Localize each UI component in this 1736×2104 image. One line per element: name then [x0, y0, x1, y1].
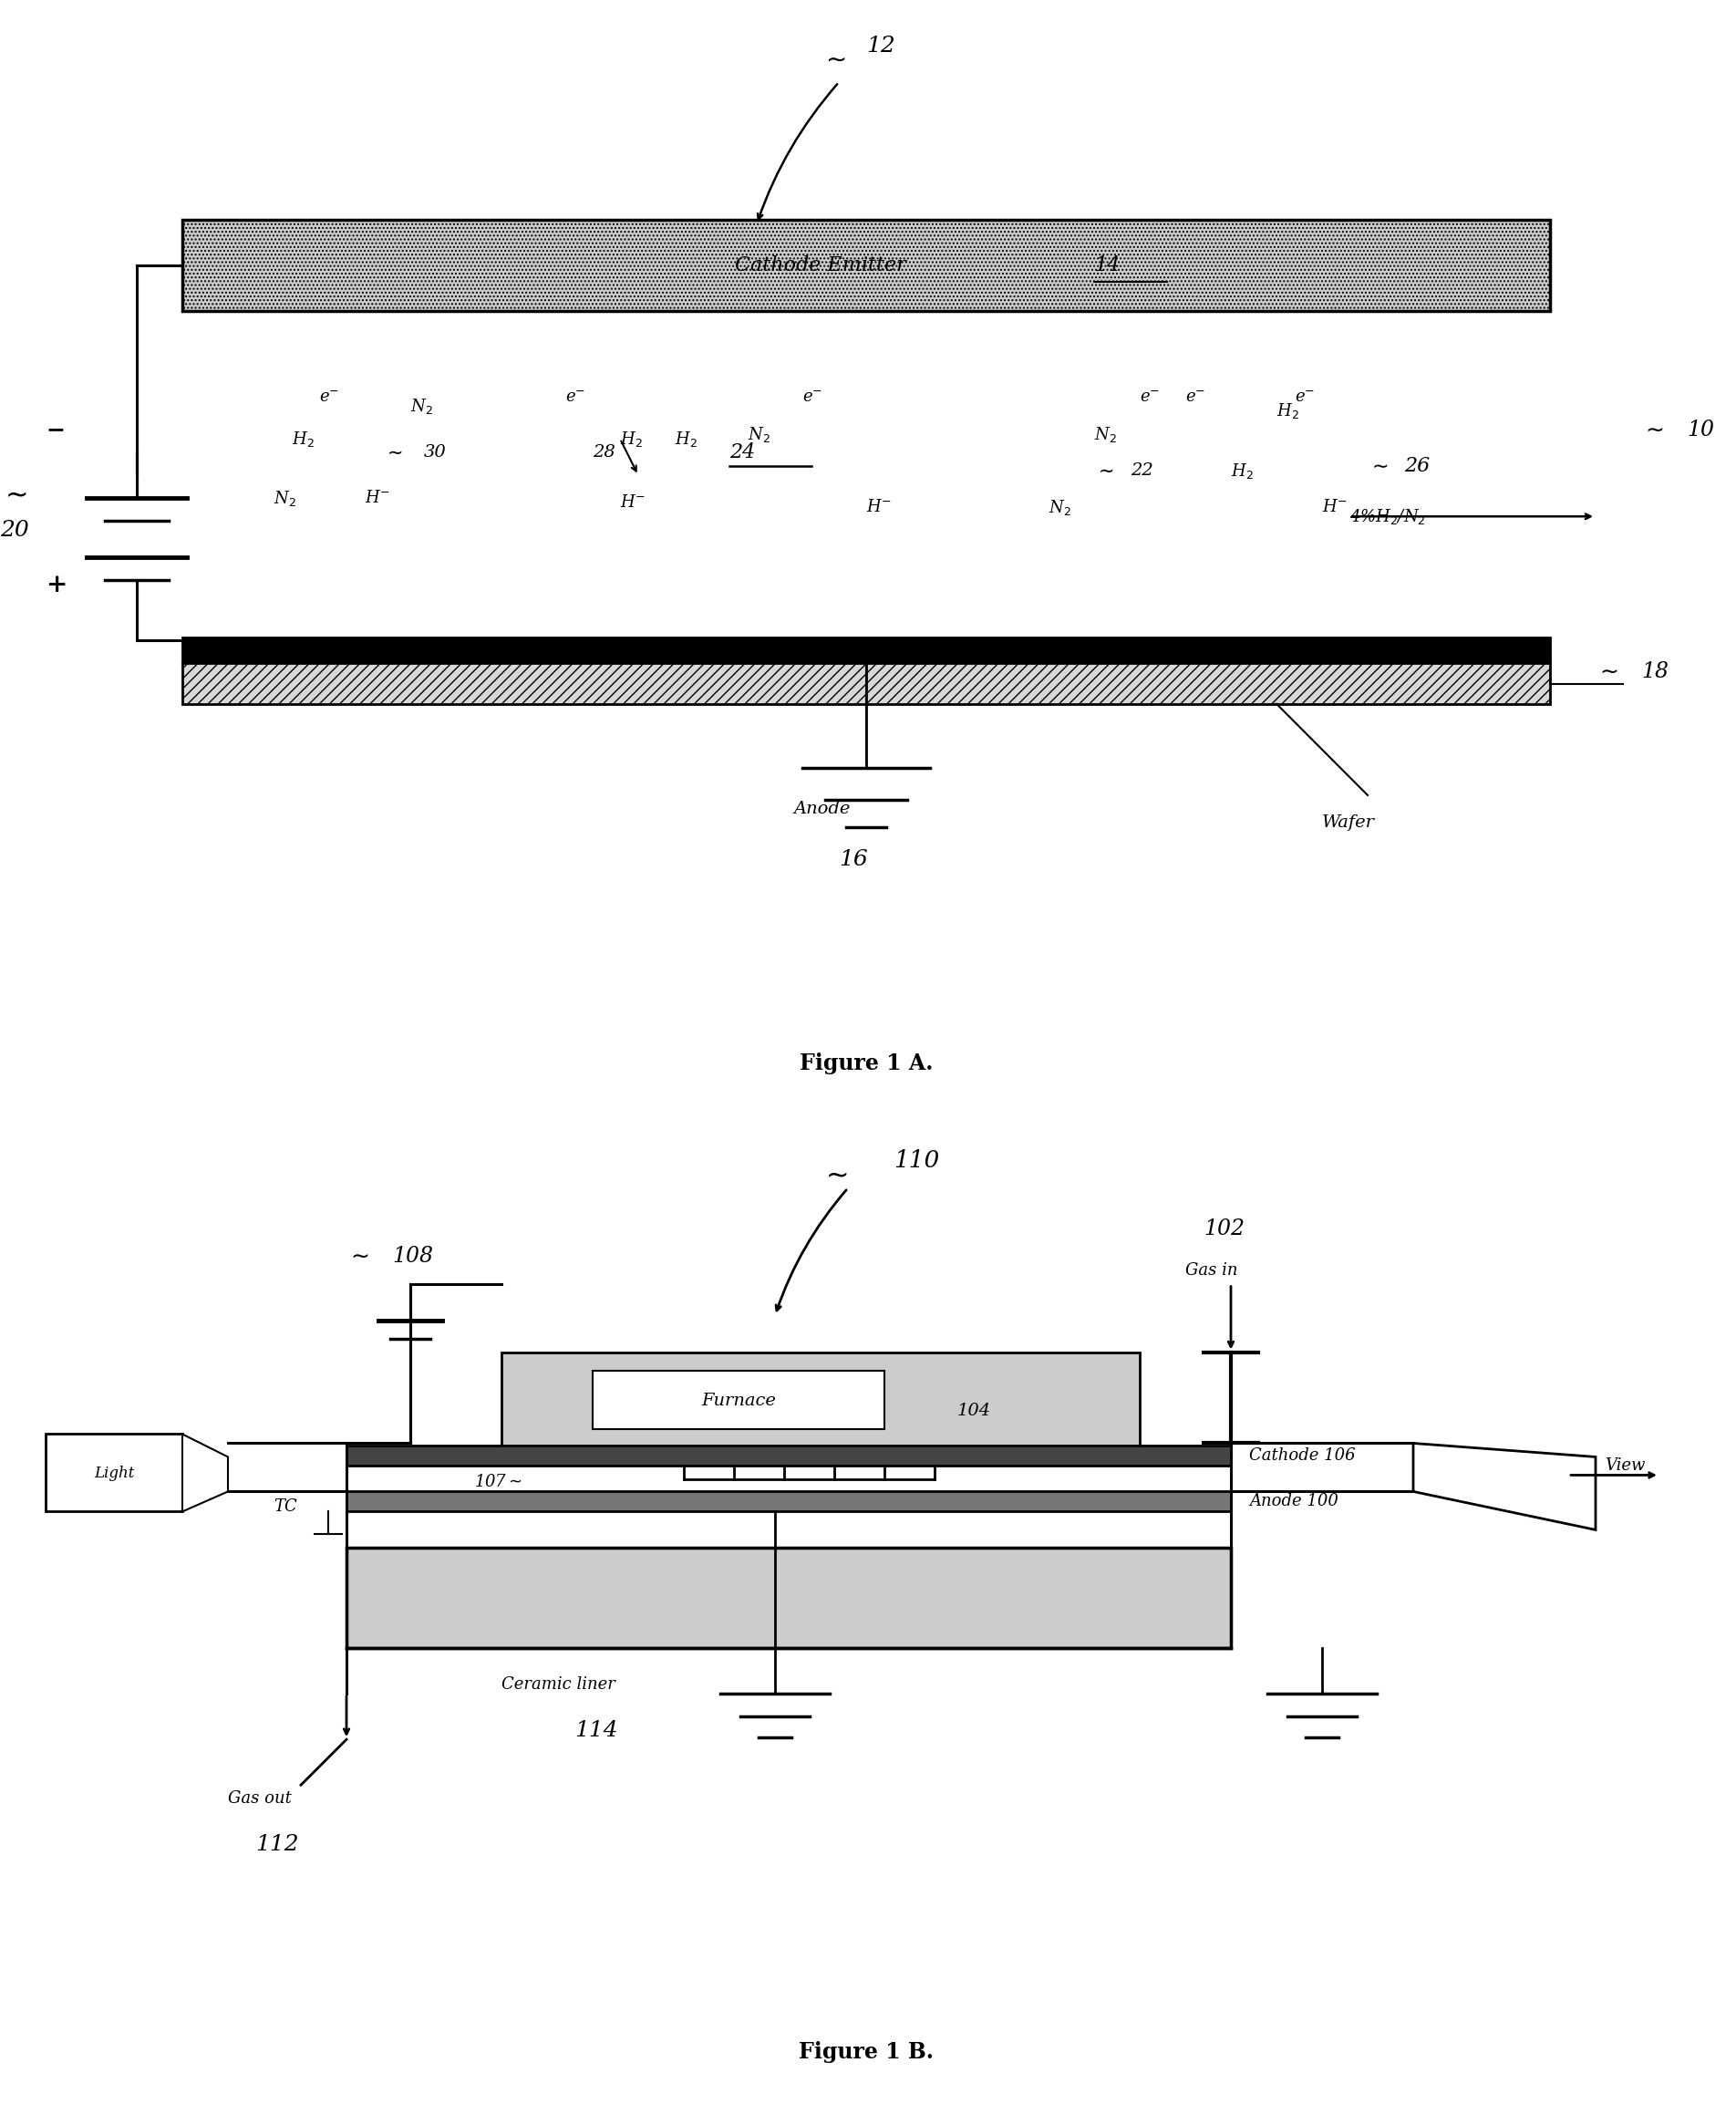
Text: 10: 10 — [1687, 419, 1713, 440]
Text: e$^{-}$: e$^{-}$ — [566, 389, 585, 406]
Text: 112: 112 — [255, 1835, 299, 1856]
Text: H$_2$: H$_2$ — [1231, 461, 1253, 480]
Text: H$_2$: H$_2$ — [1276, 402, 1299, 421]
Text: 102: 102 — [1203, 1218, 1245, 1239]
Text: $\sim$: $\sim$ — [1368, 457, 1389, 476]
Text: Cathode Emitter: Cathode Emitter — [734, 255, 906, 276]
Bar — [502, 1353, 1141, 1448]
Bar — [592, 1370, 884, 1429]
Text: 20: 20 — [0, 520, 30, 541]
Text: Anode 100: Anode 100 — [1250, 1494, 1338, 1511]
Text: $\sim$: $\sim$ — [0, 480, 28, 507]
Text: 16: 16 — [838, 848, 868, 869]
Text: −: − — [45, 419, 64, 440]
Text: Cathode 106: Cathode 106 — [1250, 1448, 1356, 1464]
Text: Light: Light — [94, 1466, 134, 1481]
Text: e$^{-}$: e$^{-}$ — [1186, 389, 1205, 406]
Text: $\sim$: $\sim$ — [821, 1159, 849, 1189]
Text: N$_2$: N$_2$ — [1094, 425, 1116, 444]
Text: $\sim$: $\sim$ — [1595, 661, 1618, 682]
Text: N$_2$: N$_2$ — [748, 425, 771, 444]
Bar — [45, 1435, 182, 1511]
Text: H$_2$: H$_2$ — [675, 429, 698, 448]
Text: TC: TC — [274, 1498, 297, 1515]
Text: 104: 104 — [957, 1403, 991, 1420]
Text: $\sim$: $\sim$ — [384, 444, 403, 461]
Text: H$^{-}$: H$^{-}$ — [365, 490, 389, 507]
Text: Figure 1 A.: Figure 1 A. — [800, 1052, 932, 1073]
Text: 18: 18 — [1641, 661, 1668, 682]
Text: H$^{-}$: H$^{-}$ — [1323, 499, 1347, 515]
Text: +: + — [45, 572, 66, 598]
Text: e$^{-}$: e$^{-}$ — [802, 389, 823, 406]
Text: e$^{-}$: e$^{-}$ — [1141, 389, 1160, 406]
Text: H$_2$: H$_2$ — [620, 429, 642, 448]
Text: 114: 114 — [575, 1719, 618, 1740]
Text: 14: 14 — [1094, 255, 1120, 276]
Text: 22: 22 — [1130, 463, 1153, 480]
Bar — [347, 1549, 1231, 1647]
Text: e$^{-}$: e$^{-}$ — [319, 389, 339, 406]
Text: Gas out: Gas out — [227, 1791, 292, 1807]
Text: H$^{-}$: H$^{-}$ — [866, 499, 891, 515]
Text: 4%H$_2$/N$_2$: 4%H$_2$/N$_2$ — [1349, 507, 1425, 526]
Text: 26: 26 — [1404, 457, 1430, 476]
Text: N$_2$: N$_2$ — [410, 398, 432, 417]
Text: View: View — [1604, 1458, 1646, 1475]
Text: Gas in: Gas in — [1186, 1262, 1238, 1279]
Text: Wafer: Wafer — [1323, 814, 1375, 831]
Text: 108: 108 — [392, 1246, 432, 1267]
Text: $\sim$: $\sim$ — [821, 46, 845, 72]
Text: 12: 12 — [866, 36, 896, 57]
Bar — [182, 638, 1550, 663]
Text: 110: 110 — [894, 1149, 939, 1172]
Text: e$^{-}$: e$^{-}$ — [1295, 389, 1314, 406]
Text: N$_2$: N$_2$ — [1049, 499, 1071, 518]
Text: N$_2$: N$_2$ — [274, 488, 297, 507]
Text: Furnace: Furnace — [701, 1393, 776, 1408]
Text: Anode: Anode — [793, 802, 851, 816]
Bar — [347, 1492, 1231, 1511]
Bar — [182, 663, 1550, 705]
Text: Figure 1 B.: Figure 1 B. — [799, 2041, 934, 2064]
Text: Ceramic liner: Ceramic liner — [502, 1677, 615, 1694]
Text: H$^{-}$: H$^{-}$ — [620, 494, 646, 511]
Text: $\sim$: $\sim$ — [1094, 463, 1113, 480]
Text: H$_2$: H$_2$ — [292, 429, 314, 448]
Polygon shape — [182, 1435, 227, 1511]
Text: $\sim$: $\sim$ — [347, 1246, 370, 1267]
Text: 24: 24 — [729, 442, 755, 463]
Text: 107$\sim$: 107$\sim$ — [474, 1475, 523, 1490]
Text: $\sim$: $\sim$ — [1641, 419, 1665, 440]
Bar — [347, 1445, 1231, 1466]
Text: 28: 28 — [592, 444, 615, 461]
Polygon shape — [1413, 1443, 1595, 1530]
Text: 30: 30 — [424, 444, 446, 461]
Bar — [182, 219, 1550, 311]
